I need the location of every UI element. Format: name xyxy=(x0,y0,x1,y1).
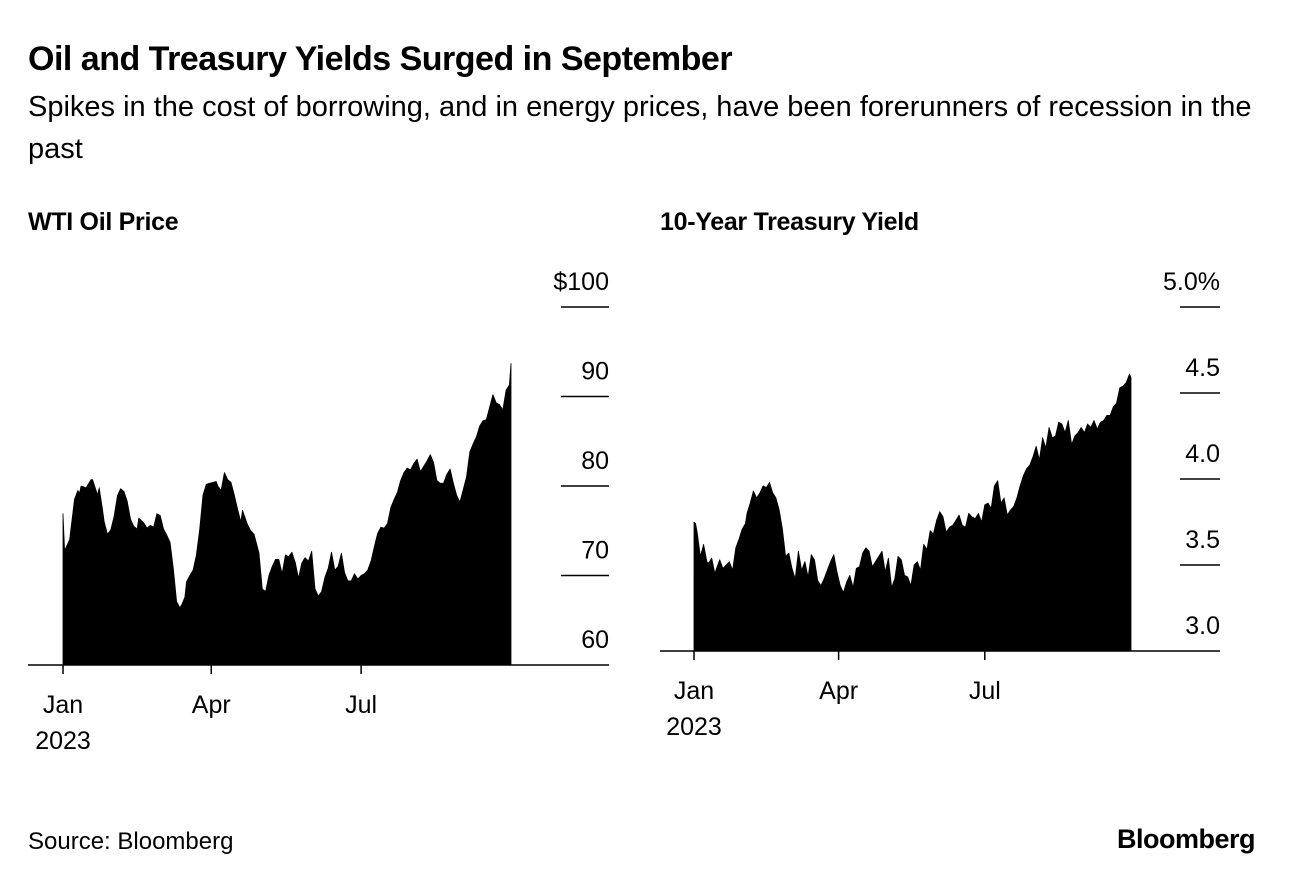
y-tick-label: 5.0% xyxy=(1163,268,1220,296)
y-tick-label: 3.5 xyxy=(1185,526,1220,554)
oil-chart-title: WTI Oil Price xyxy=(28,208,179,236)
y-tick-label: 80 xyxy=(581,447,609,475)
chart-title: Oil and Treasury Yields Surged in Septem… xyxy=(28,40,733,78)
y-tick-label: 60 xyxy=(581,626,609,654)
x-tick-sublabel: 2023 xyxy=(35,727,91,755)
x-tick-label: Apr xyxy=(192,691,231,719)
area-series-yield xyxy=(693,373,1132,652)
bloomberg-logo: Bloomberg xyxy=(1116,824,1256,854)
x-tick-label: Apr xyxy=(819,677,858,705)
chart-subtitle: Spikes in the cost of borrowing, and in … xyxy=(28,91,1252,165)
x-tick-label: Jul xyxy=(969,677,1001,705)
y-tick-label: 4.5 xyxy=(1185,354,1220,382)
yield-chart-title: 10-Year Treasury Yield xyxy=(660,208,919,236)
x-tick-label: Jan xyxy=(674,677,714,705)
area-series-oil xyxy=(62,363,512,666)
y-tick-label: 90 xyxy=(581,358,609,386)
y-tick-label: 70 xyxy=(581,537,609,565)
source-note: Source: Bloomberg xyxy=(28,828,234,855)
x-tick-label: Jan xyxy=(43,691,83,719)
y-tick-label: 3.0 xyxy=(1185,612,1220,640)
x-tick-label: Jul xyxy=(345,691,377,719)
y-tick-label: $100 xyxy=(553,268,609,296)
y-tick-label: 4.0 xyxy=(1185,440,1220,468)
x-tick-sublabel: 2023 xyxy=(666,713,722,741)
